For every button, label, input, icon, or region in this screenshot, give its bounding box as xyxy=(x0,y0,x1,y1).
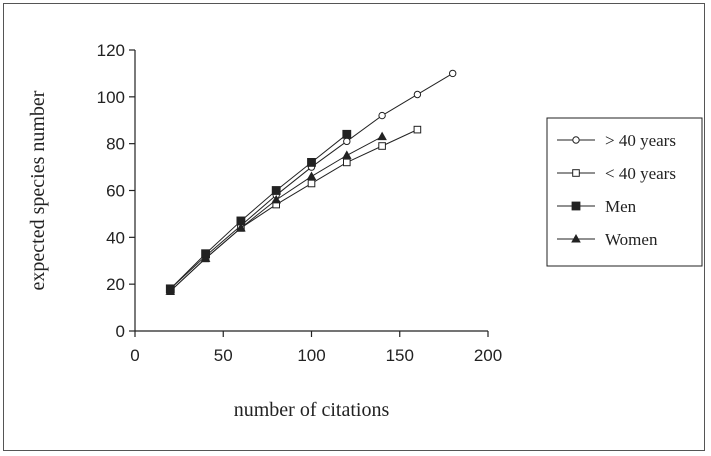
data-point xyxy=(342,150,352,159)
legend-label: Men xyxy=(605,197,637,216)
data-point xyxy=(271,186,281,195)
legend-swatch-marker xyxy=(571,234,581,243)
data-point xyxy=(342,129,352,139)
legend-item: < 40 years xyxy=(557,164,676,183)
data-point xyxy=(306,171,317,180)
x-axis-label: number of citations xyxy=(234,399,390,421)
y-axis-ticks: 0 20 40 60 80 100 120 xyxy=(97,41,135,341)
legend-item: Men xyxy=(557,197,637,216)
series-line xyxy=(169,129,418,292)
y-tick-label: 20 xyxy=(106,275,125,294)
data-point xyxy=(377,131,387,141)
y-tick-label: 80 xyxy=(106,135,125,154)
legend-swatch-marker xyxy=(571,201,581,211)
series-2 xyxy=(166,125,422,295)
series-3 xyxy=(165,129,352,294)
y-tick-label: 100 xyxy=(97,88,125,107)
line-chart: 0 50 100 150 200 0 20 40 60 80 100 120 number of c… xyxy=(27,41,703,421)
y-tick-label: 120 xyxy=(97,41,125,60)
data-point xyxy=(200,253,211,262)
data-point xyxy=(378,142,386,150)
y-axis-label: expected species number xyxy=(27,90,49,290)
legend-label: Women xyxy=(605,230,658,249)
x-tick-label: 50 xyxy=(214,346,233,365)
data-point xyxy=(307,157,316,167)
legend: > 40 years < 40 years Men Women xyxy=(546,117,703,267)
data-point xyxy=(413,90,422,99)
data-point xyxy=(343,158,351,167)
data-point xyxy=(165,286,176,295)
x-tick-label: 0 xyxy=(130,346,139,365)
legend-swatch-marker xyxy=(572,136,580,144)
x-axis-ticks: 0 50 100 150 200 xyxy=(130,331,502,365)
series-line xyxy=(169,133,348,290)
data-point xyxy=(307,179,316,188)
data-point xyxy=(449,69,457,78)
data-point xyxy=(378,111,386,120)
series-layer xyxy=(165,69,457,295)
x-tick-label: 100 xyxy=(297,346,325,365)
y-tick-label: 40 xyxy=(106,228,125,247)
data-point xyxy=(271,194,281,204)
chart-frame: 0 50 100 150 200 0 20 40 60 80 100 120 number of c… xyxy=(3,3,705,451)
legend-item: > 40 years xyxy=(557,131,676,150)
legend-item: Women xyxy=(557,230,658,249)
y-tick-label: 60 xyxy=(106,182,125,201)
series-4 xyxy=(165,131,387,295)
x-tick-label: 150 xyxy=(386,346,414,365)
data-point xyxy=(236,222,246,232)
y-tick-label: 0 xyxy=(116,322,125,341)
legend-swatch-marker xyxy=(572,169,580,177)
axes xyxy=(134,50,488,332)
legend-label: > 40 years xyxy=(605,131,676,150)
x-tick-label: 200 xyxy=(474,346,502,365)
data-point xyxy=(343,137,351,146)
legend-label: < 40 years xyxy=(605,164,676,183)
data-point xyxy=(413,125,422,134)
